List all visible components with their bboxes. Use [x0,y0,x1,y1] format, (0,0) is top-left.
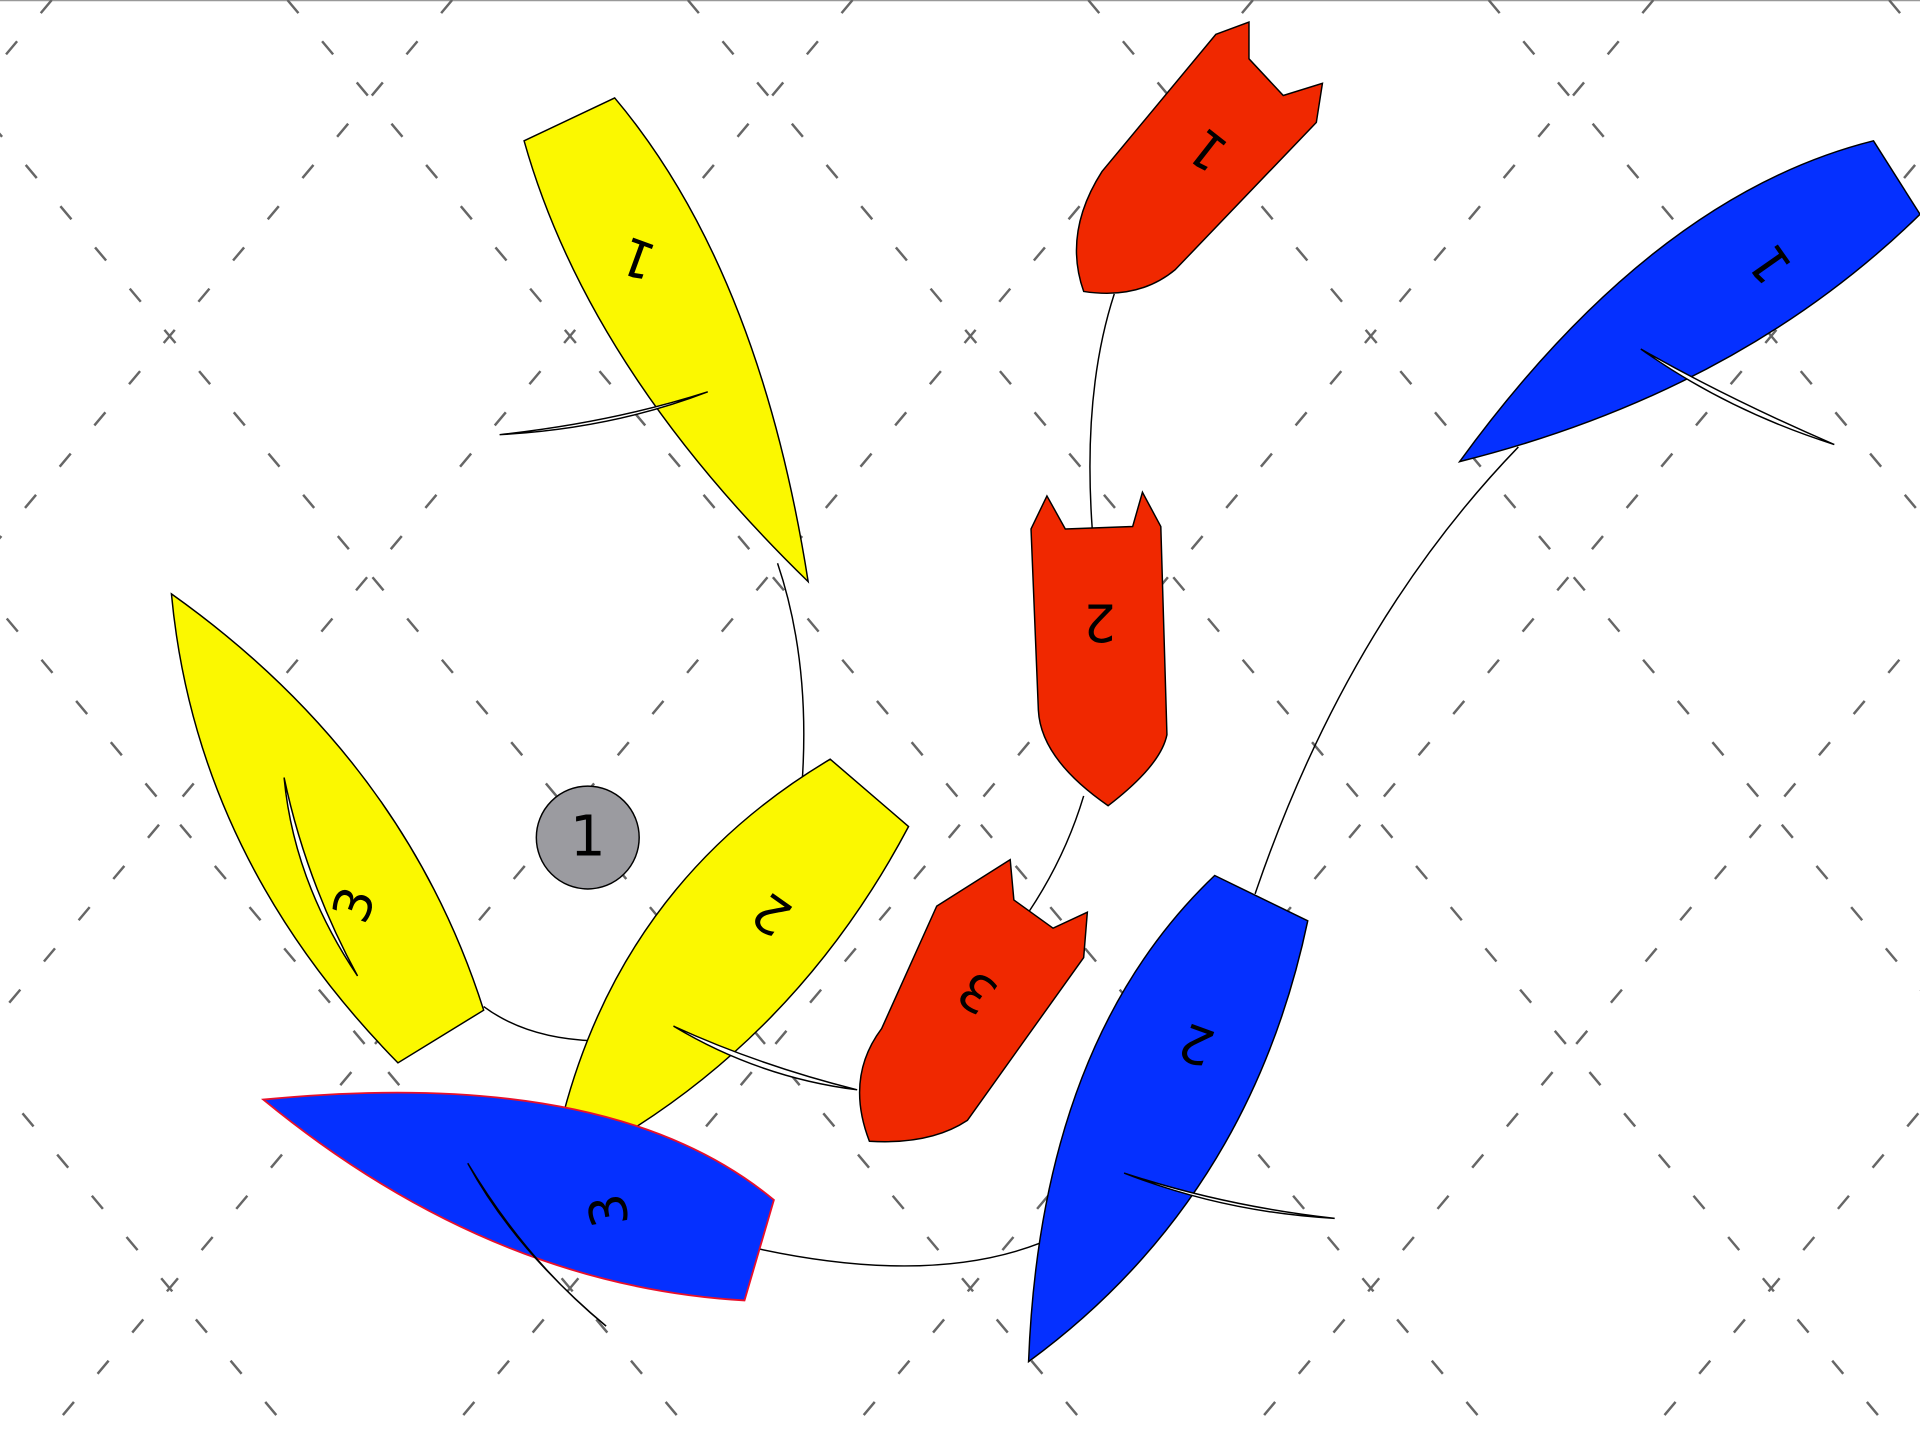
track [1089,293,1115,530]
hull [1075,20,1324,294]
boat: 3 [858,858,1089,1143]
track [776,563,805,784]
track [1027,795,1085,913]
boat: 1 [499,97,810,584]
grid-line [1642,1109,1920,1440]
boat: 3 [260,1091,775,1327]
sail [499,391,709,436]
grid-line [686,0,1900,1440]
grid-line [841,157,1920,1440]
boat: 2 [562,758,910,1128]
hull [1027,874,1309,1364]
boat-number: 2 [1083,591,1116,651]
sail [1640,348,1835,446]
sail [673,1025,858,1091]
grid-line [40,0,1254,1440]
track [1254,446,1519,895]
track [759,1242,1042,1267]
sail [1123,1172,1335,1220]
hull [1457,139,1920,463]
mark-label: 1 [570,805,606,870]
mark: 1 [535,785,640,890]
boat: 1 [1075,20,1324,294]
boat: 1 [1457,139,1920,463]
boat: 3 [170,592,485,1064]
hull [170,592,485,1064]
grid-line [0,1084,299,1440]
grid-line [286,0,1500,1440]
boat: 2 [1030,490,1168,807]
sail [467,1162,607,1327]
grid-line [1242,633,1920,1440]
hull [1030,490,1168,807]
hull [523,97,810,584]
mark-circle [535,785,640,890]
sail [283,777,359,977]
grid-line [0,0,53,64]
tracks [483,293,1519,1267]
hull [858,858,1089,1143]
track [483,1005,594,1042]
grid-line [0,132,1100,1440]
hull [260,1091,775,1302]
boat: 2 [1027,874,1335,1364]
